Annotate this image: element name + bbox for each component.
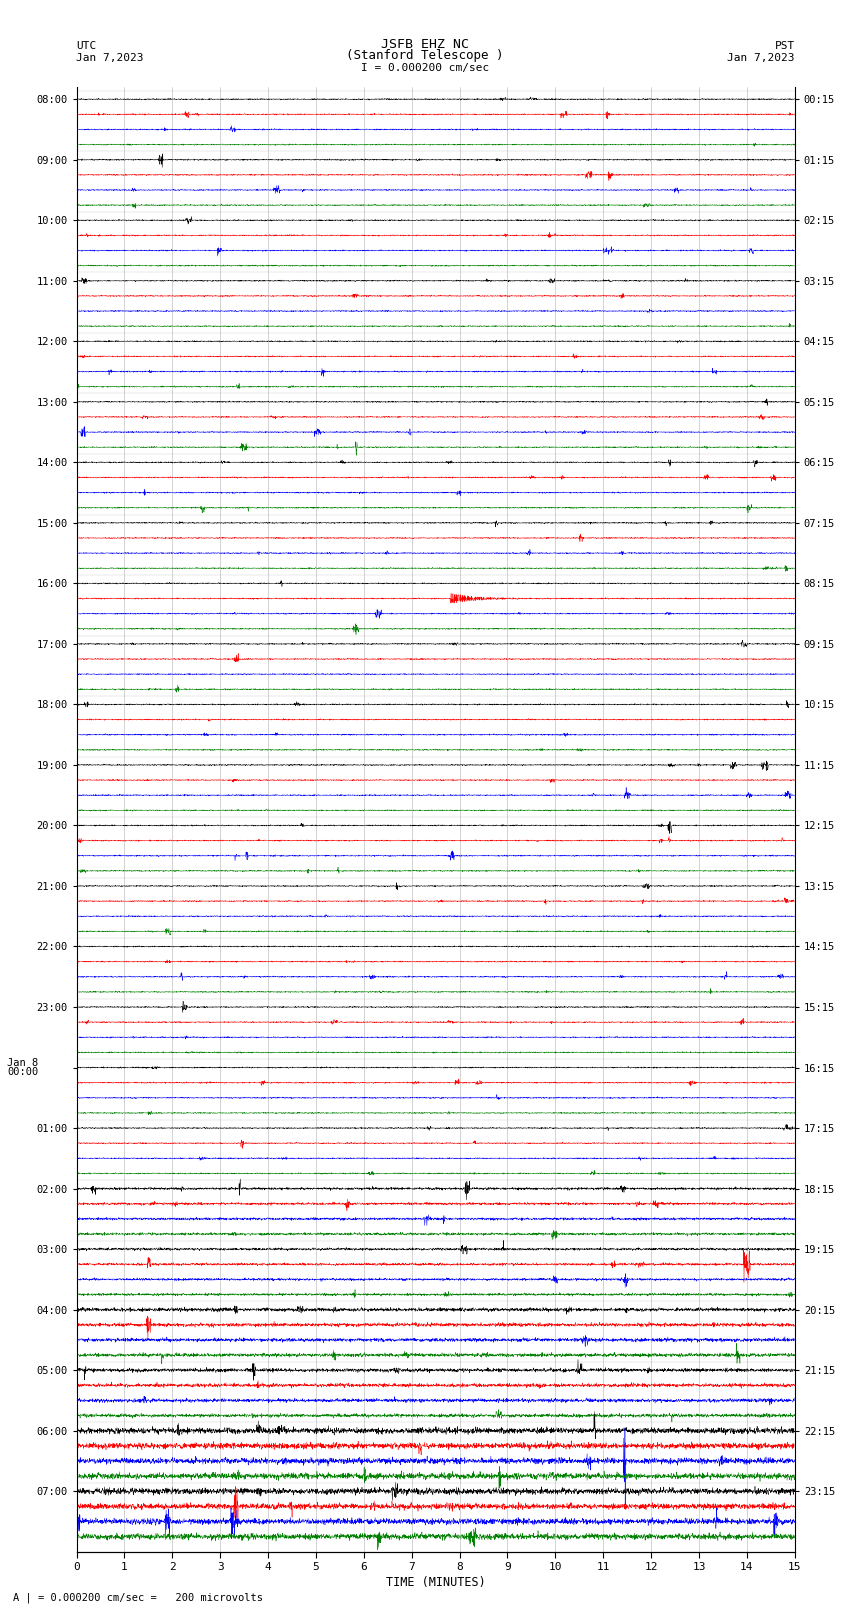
Text: PST: PST [774, 40, 795, 50]
Text: 00:00: 00:00 [7, 1068, 38, 1077]
Text: A | = 0.000200 cm/sec =   200 microvolts: A | = 0.000200 cm/sec = 200 microvolts [13, 1592, 263, 1603]
Text: I = 0.000200 cm/sec: I = 0.000200 cm/sec [361, 63, 489, 73]
Text: Jan 7,2023: Jan 7,2023 [76, 53, 144, 63]
Text: JSFB EHZ NC: JSFB EHZ NC [381, 37, 469, 50]
Text: (Stanford Telescope ): (Stanford Telescope ) [346, 48, 504, 63]
Text: UTC: UTC [76, 40, 97, 50]
Text: Jan 8: Jan 8 [7, 1058, 38, 1068]
X-axis label: TIME (MINUTES): TIME (MINUTES) [386, 1576, 485, 1589]
Text: Jan 7,2023: Jan 7,2023 [728, 53, 795, 63]
